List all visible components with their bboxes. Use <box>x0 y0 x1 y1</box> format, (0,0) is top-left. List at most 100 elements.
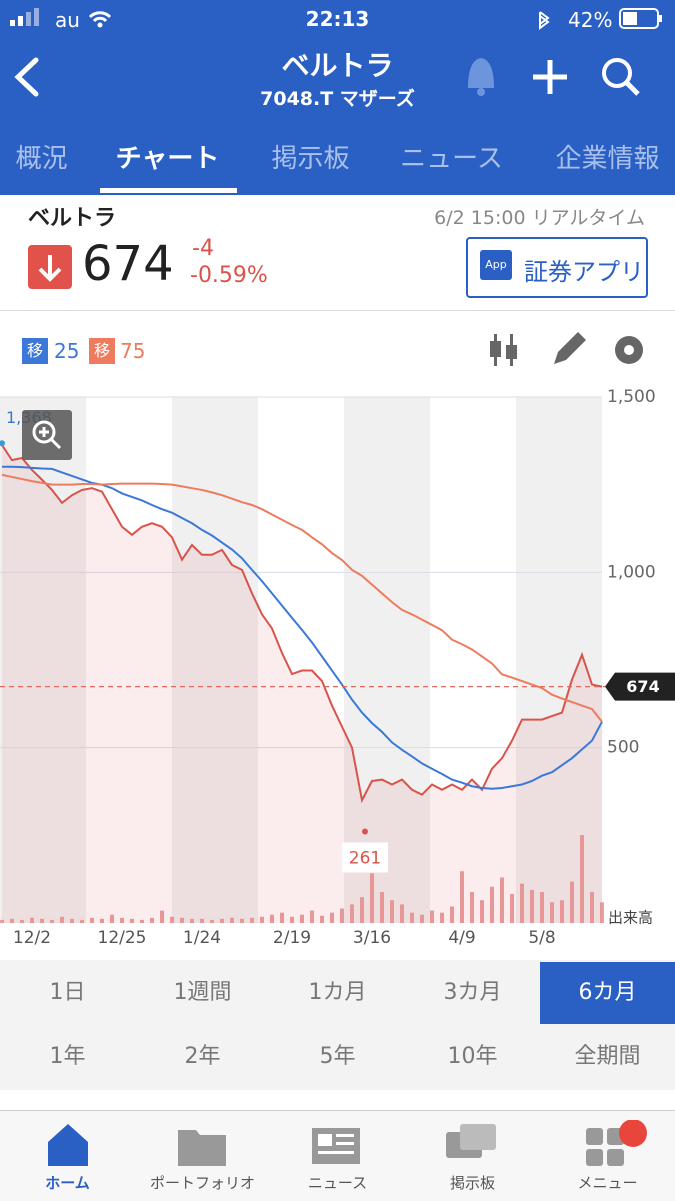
last-price-tag <box>605 672 675 701</box>
zoom-button[interactable] <box>22 410 72 460</box>
chart-tools[interactable] <box>480 330 650 370</box>
period-button[interactable]: 6カ月 <box>540 962 675 1024</box>
volume-bar <box>470 891 474 923</box>
tab[interactable]: 概況 <box>15 144 68 174</box>
tab-bar-icons <box>48 1120 647 1166</box>
volume-bar <box>340 908 344 923</box>
price: 674 <box>82 236 174 292</box>
volume-bar <box>500 877 504 923</box>
chart-bands <box>0 397 602 923</box>
y-tick-label: 1,500 <box>607 387 656 407</box>
legend-badge: 移 <box>22 338 48 364</box>
volume-bar <box>240 918 244 923</box>
period-button[interactable]: 1年 <box>49 1044 86 1069</box>
nav-item[interactable]: 掲示板 <box>449 1174 495 1192</box>
volume-bar <box>530 889 534 923</box>
volume-bar <box>510 894 514 923</box>
volume-bar <box>540 891 544 923</box>
y-tick-label: 1,000 <box>607 562 656 582</box>
legend-label: 75 <box>120 339 146 363</box>
header-title: ベルトラ <box>281 49 394 82</box>
volume-bar <box>380 891 384 923</box>
volume-bar <box>220 918 224 923</box>
volume-bar <box>410 912 414 923</box>
volume-bar <box>520 883 524 923</box>
period-button[interactable]: 10年 <box>447 1044 498 1069</box>
period-button[interactable]: 全期間 <box>574 1044 641 1069</box>
stock-name: ベルトラ <box>28 206 117 231</box>
tab[interactable]: ニュース <box>400 144 503 174</box>
volume-bar <box>210 919 214 923</box>
last-price-label: 674 <box>626 677 659 696</box>
volume-bar <box>260 916 264 923</box>
volume-bar <box>560 900 564 923</box>
legend-badge: 移 <box>89 338 115 364</box>
low-label: 261 <box>349 848 381 868</box>
low-label-box <box>342 842 388 873</box>
app-header <box>0 0 675 195</box>
tab[interactable]: 企業情報 <box>555 144 660 174</box>
volume-bar <box>310 910 314 923</box>
volume-bar <box>230 917 234 923</box>
down-icon <box>28 245 72 289</box>
battery: 42% <box>568 8 613 32</box>
volume-bar <box>550 902 554 923</box>
volume-bar <box>590 891 594 923</box>
period-button[interactable]: 5年 <box>319 1044 356 1069</box>
x-tick-label: 1/24 <box>183 928 221 948</box>
header-icons <box>10 8 662 193</box>
period-button[interactable]: 2年 <box>184 1044 221 1069</box>
volume-bar <box>150 917 154 923</box>
volume-bar <box>40 918 44 923</box>
low-marker <box>362 828 368 835</box>
moving-average-line <box>1 473 603 723</box>
nav-item[interactable]: ホーム <box>45 1174 90 1192</box>
app-button[interactable]: App 証券アプリ <box>466 237 648 298</box>
y-tick-label: 500 <box>607 738 639 758</box>
volume-bar <box>290 916 294 923</box>
divider <box>0 310 675 311</box>
period-button[interactable]: 1カ月 <box>308 980 367 1005</box>
volume-bar <box>30 917 34 923</box>
period-button[interactable]: 3カ月 <box>443 980 502 1005</box>
volume-bar <box>70 918 74 923</box>
carrier: au <box>55 8 80 32</box>
zoom-icon <box>32 420 56 444</box>
volume-bar <box>480 900 484 923</box>
tab[interactable]: チャート <box>115 144 220 174</box>
nav-item[interactable]: ニュース <box>307 1174 368 1192</box>
volume-bar <box>360 897 364 923</box>
volume-bar <box>390 900 394 923</box>
volume-bar <box>160 910 164 923</box>
volume-bar <box>450 906 454 923</box>
volume-bar <box>350 904 354 923</box>
volume-bar <box>490 886 494 923</box>
price-line <box>1 444 603 804</box>
volume-bar <box>420 914 424 923</box>
volume-bar <box>440 912 444 923</box>
volume-bar <box>190 918 194 923</box>
volume-label: 出来高 <box>608 909 653 927</box>
volume-bar <box>270 914 274 923</box>
volume-bar <box>570 881 574 923</box>
change-pct: -0.59% <box>190 263 268 288</box>
nav-item[interactable]: メニュー <box>577 1174 638 1192</box>
volume-bar <box>250 917 254 923</box>
volume-bar <box>280 912 284 923</box>
timestamp: 6/2 15:00 リアルタイム <box>434 207 645 229</box>
volume-bar <box>100 918 104 923</box>
volume-bar <box>80 919 84 923</box>
period-button[interactable]: 1週間 <box>173 980 232 1005</box>
tab[interactable]: 掲示板 <box>271 144 350 174</box>
nav-item[interactable]: ポートフォリオ <box>149 1174 255 1192</box>
app-icon: App <box>480 250 512 280</box>
volume-bar <box>320 915 324 923</box>
period-button[interactable]: 1日 <box>49 980 86 1005</box>
legend-label: 25 <box>54 339 80 363</box>
volume-bar <box>370 873 374 923</box>
chart: 1,500 1,000 500 出来高 12/2 12/25 1/24 2/19 3/16 4/9… <box>0 387 675 948</box>
volume-bar <box>120 917 124 923</box>
x-tick-label: 4/9 <box>448 928 475 948</box>
volume-bar <box>140 919 144 923</box>
